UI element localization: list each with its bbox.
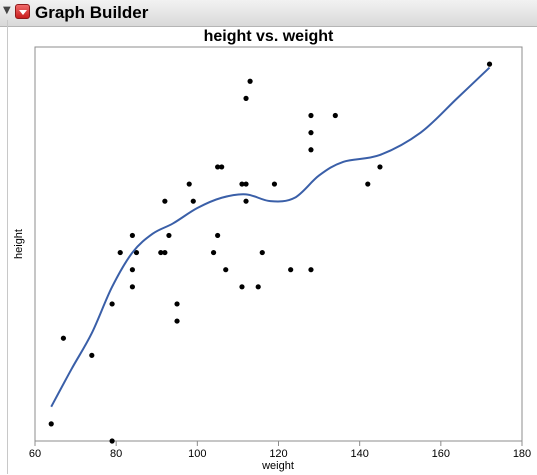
data-point[interactable] <box>308 147 314 153</box>
data-point[interactable] <box>377 164 383 170</box>
data-point[interactable] <box>60 335 67 341</box>
data-point[interactable] <box>166 232 172 239</box>
data-point[interactable] <box>308 130 314 136</box>
data-point[interactable] <box>129 284 135 290</box>
x-tick-label: 120 <box>269 448 287 460</box>
data-point[interactable] <box>223 267 229 273</box>
data-point[interactable] <box>133 249 140 256</box>
data-point[interactable] <box>174 318 180 324</box>
data-point[interactable] <box>117 249 123 256</box>
data-point[interactable] <box>247 78 253 84</box>
data-point[interactable] <box>109 301 115 307</box>
chart-title: height vs. weight <box>203 28 334 45</box>
data-point[interactable] <box>210 249 217 256</box>
data-point[interactable] <box>219 164 225 170</box>
x-tick-label: 140 <box>350 448 368 460</box>
data-point[interactable] <box>162 249 168 256</box>
data-point[interactable] <box>190 198 196 204</box>
data-point[interactable] <box>332 112 338 119</box>
data-point[interactable] <box>186 181 192 187</box>
data-point[interactable] <box>215 164 221 170</box>
data-point[interactable] <box>255 284 261 290</box>
data-point[interactable] <box>239 181 245 187</box>
plot-frame[interactable] <box>34 46 523 442</box>
data-point[interactable] <box>243 95 249 101</box>
data-point[interactable] <box>243 198 249 204</box>
data-point[interactable] <box>162 198 168 204</box>
x-tick-label: 80 <box>110 448 122 460</box>
data-point[interactable] <box>109 438 115 444</box>
window-title: Graph Builder <box>35 3 149 22</box>
data-point[interactable] <box>129 267 135 273</box>
y-axis-label: height <box>13 229 25 259</box>
data-point[interactable] <box>288 267 294 273</box>
data-point[interactable] <box>129 232 135 239</box>
data-point[interactable] <box>365 181 371 187</box>
data-point[interactable] <box>215 232 221 239</box>
disclosure-triangle-icon[interactable]: ▼ <box>3 5 11 16</box>
data-point[interactable] <box>158 249 164 256</box>
data-point[interactable] <box>243 181 249 187</box>
x-tick-label: 100 <box>188 448 206 460</box>
data-point[interactable] <box>89 352 95 358</box>
x-axis-label: weight <box>261 460 294 472</box>
data-point[interactable] <box>48 421 54 427</box>
x-axis-ticks: 60 80 100 120 140 160 180 <box>29 441 531 460</box>
graph-builder-titlebar: ▼ Graph Builder <box>0 0 537 27</box>
data-points <box>48 61 493 444</box>
data-point[interactable] <box>308 267 314 273</box>
x-tick-label: 180 <box>513 448 531 460</box>
data-point[interactable] <box>271 181 278 187</box>
data-point[interactable] <box>259 249 265 256</box>
data-point[interactable] <box>174 301 180 307</box>
x-tick-label: 160 <box>432 448 450 460</box>
data-point[interactable] <box>486 61 493 67</box>
data-point[interactable] <box>308 112 314 119</box>
red-triangle-menu-icon[interactable] <box>15 4 30 19</box>
data-point[interactable] <box>239 284 245 290</box>
smoother-line <box>50 66 491 408</box>
x-tick-label: 60 <box>29 448 41 460</box>
